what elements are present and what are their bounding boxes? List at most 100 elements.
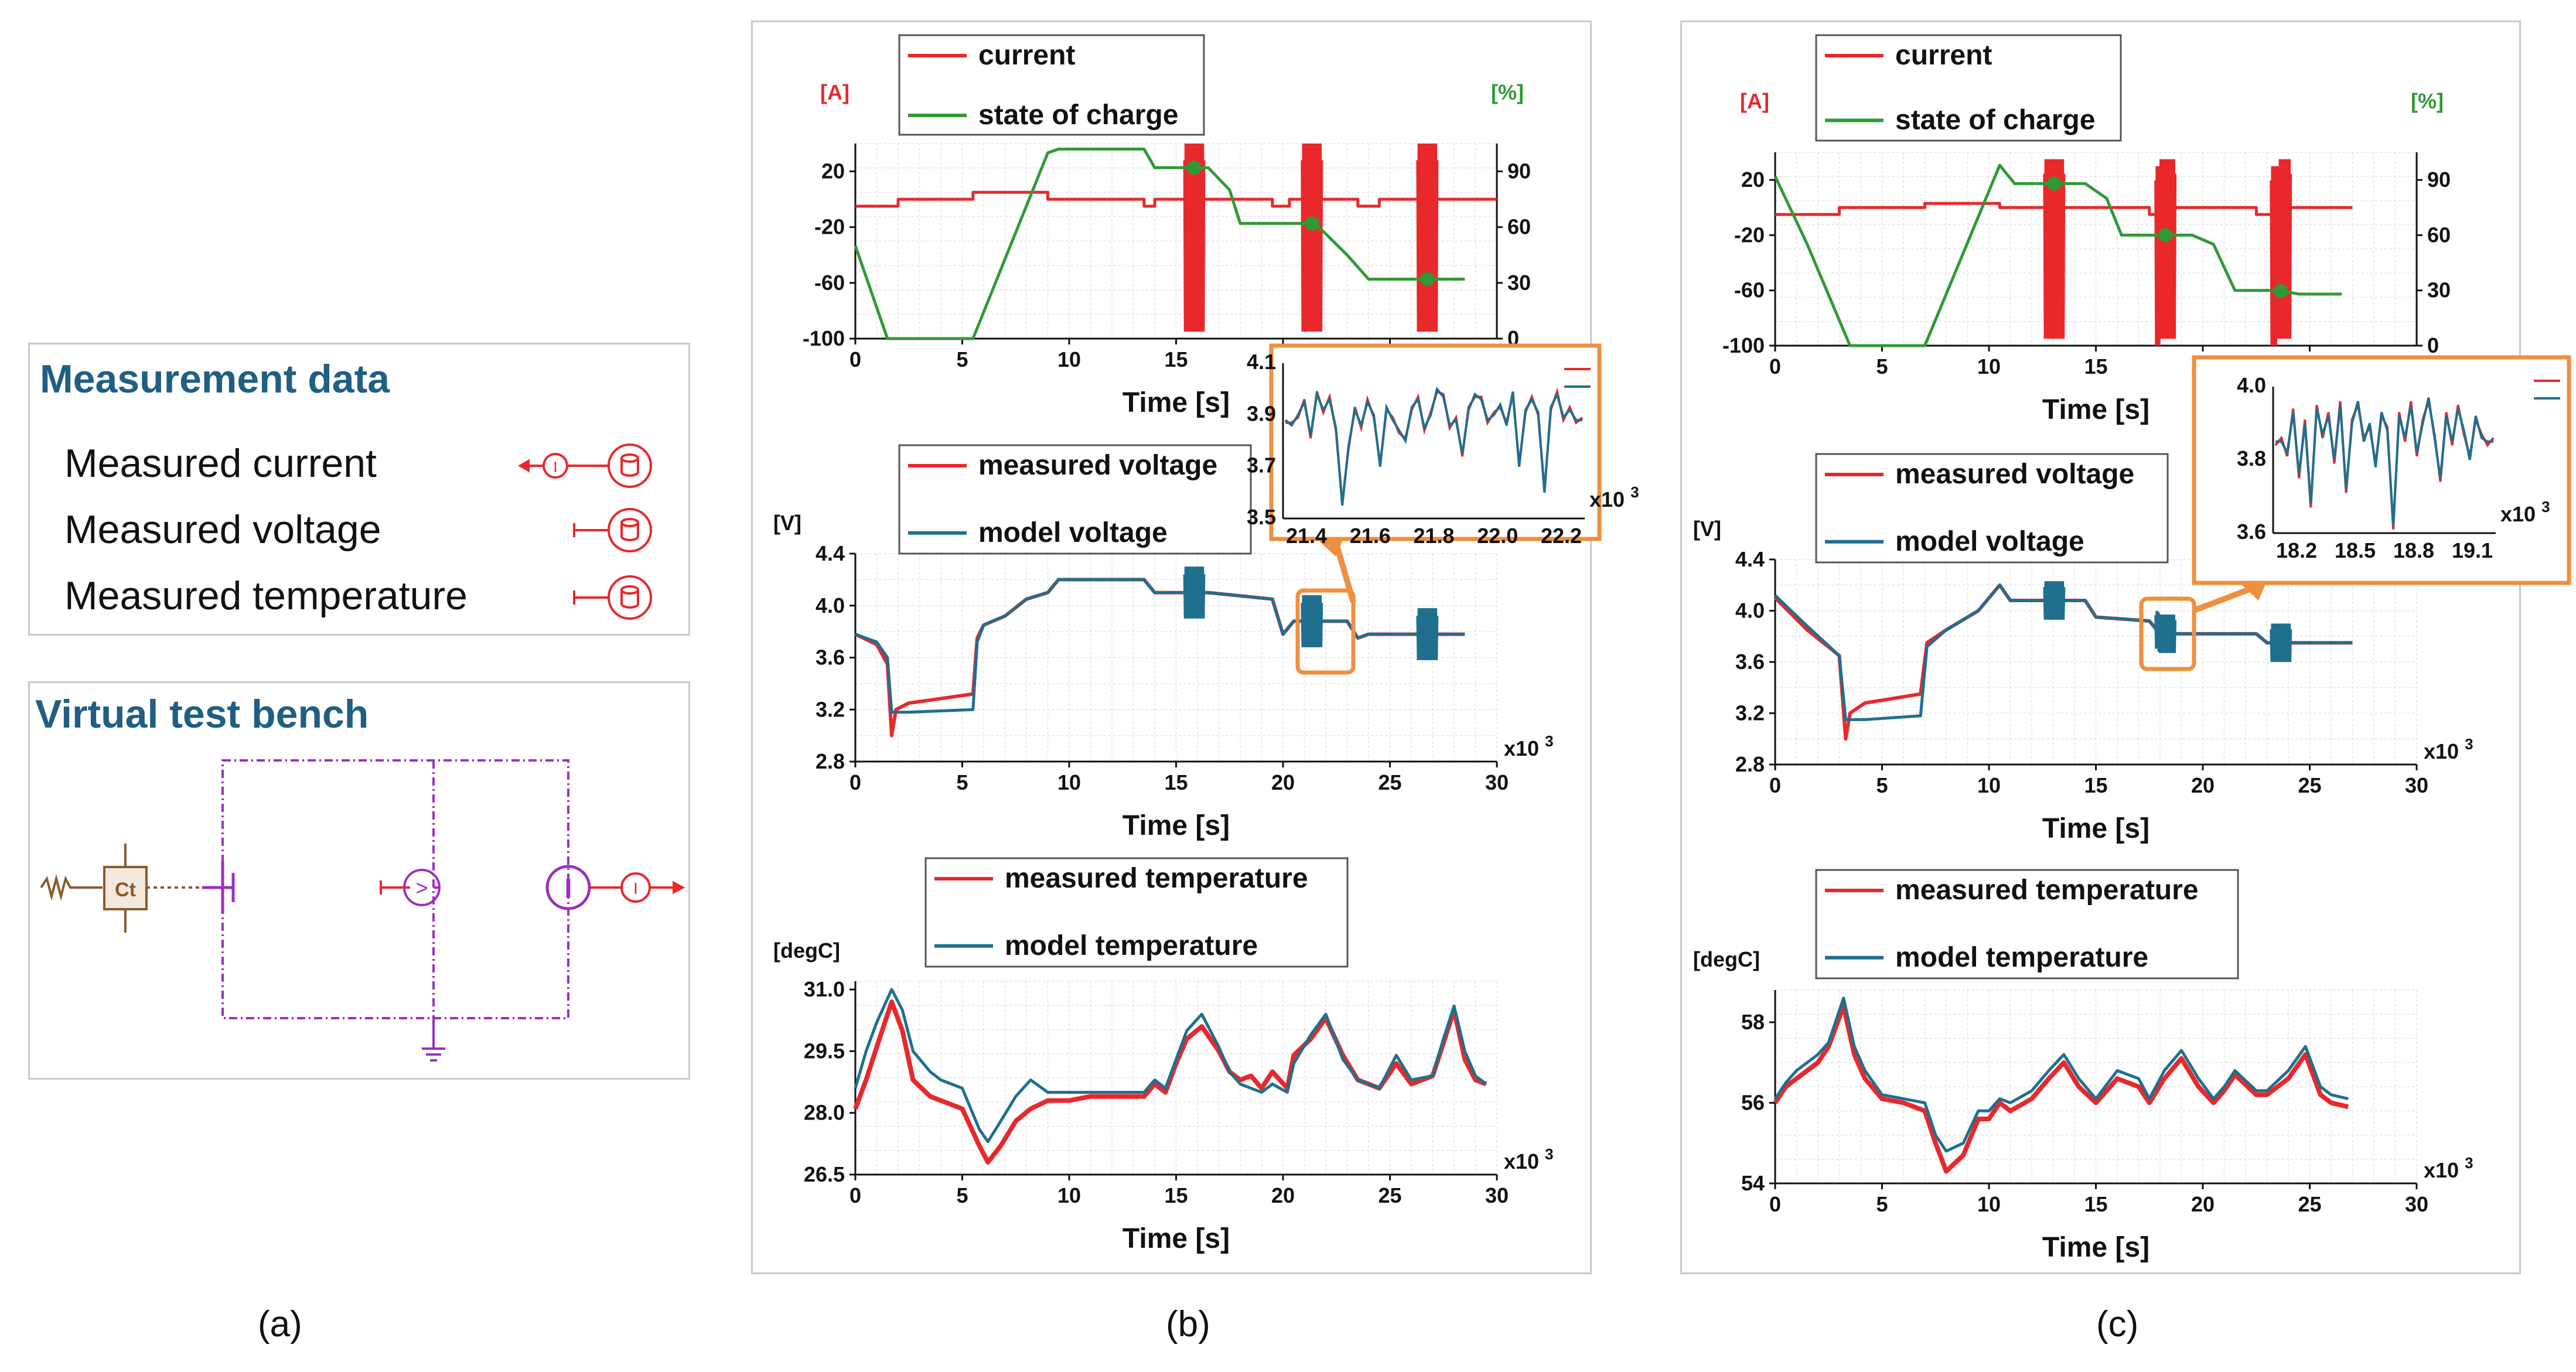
b_soc-legend-label: current (978, 40, 1075, 71)
c_voltage-x-tick-label: 5 (1876, 773, 1888, 797)
b_voltage-inset-x-tick: 21.6 (1350, 524, 1391, 548)
c_soc-current-line (1775, 202, 2353, 216)
c_temp-legend-label: model temperature (1895, 942, 2148, 973)
c_voltage-voltage-burst (2154, 610, 2177, 653)
b_soc-right-tick-label: 60 (1507, 215, 1531, 239)
c_temp-x-axis-title: Time [s] (2042, 1232, 2149, 1263)
c_soc-current-burst (2270, 159, 2292, 346)
b_soc-current-burst (1416, 143, 1439, 332)
virtual-test-bench-title: Virtual test bench (35, 692, 369, 736)
c_temp-legend-box (1815, 869, 2239, 979)
c_voltage-y-tick-label: 2.8 (1735, 752, 1765, 776)
c_soc-y-axis-title: [A] (1740, 89, 1769, 113)
measured-temperature-icon (573, 575, 652, 620)
c_soc-current-burst (2154, 159, 2177, 346)
b_soc-y-tick-label: -100 (803, 326, 845, 350)
b_soc-x-tick-label: 0 (849, 347, 861, 371)
b_voltage-y-tick-label: 4.4 (816, 541, 845, 565)
b_voltage-inset-x-tick: 22.0 (1477, 524, 1518, 548)
measurement-data-title: Measurement data (40, 357, 390, 401)
c_temp-model-line (1773, 996, 2349, 1153)
c_soc-y-tick-label: -20 (1734, 223, 1765, 247)
b_temp-model-line (854, 988, 1487, 1144)
b_soc-y-tick-label: 20 (821, 159, 845, 183)
c_temp-x-tick-label: 15 (2084, 1192, 2107, 1216)
b_temp-x-tick-label: 10 (1057, 1183, 1081, 1207)
b_voltage-inset-y-tick: 3.9 (1247, 401, 1276, 425)
c_voltage-inset-x-scale: x10 3 (2500, 498, 2550, 526)
b_voltage-zoom-arrowhead (1318, 536, 1345, 557)
b_temp-x-tick-label: 5 (956, 1183, 968, 1207)
c_voltage-x-axis-title: Time [s] (2042, 813, 2149, 844)
b_voltage-legend-label: measured voltage (978, 450, 1217, 481)
c_voltage-zoom-arrowhead (2241, 580, 2267, 600)
b_temp-legend-box (924, 857, 1349, 968)
c_temp-y-tick-label: 58 (1741, 1010, 1765, 1034)
b_voltage-inset-x-tick: 21.8 (1413, 524, 1454, 548)
b_temp-legend-label: model temperature (1005, 930, 1258, 961)
c_soc-soc-marker (2274, 284, 2288, 298)
panel-c-frame (1680, 21, 2521, 1274)
b_soc-right-tick-label: 30 (1507, 271, 1531, 295)
b_voltage-x-scale: x10 3 (1504, 732, 1554, 760)
c_soc-x-tick-label: 10 (1977, 354, 2001, 378)
c_voltage-inset-model-line (2275, 397, 2493, 526)
c_temp-x-tick-label: 30 (2405, 1192, 2428, 1216)
c_temp-x-scale: x10 3 (2424, 1154, 2473, 1182)
b_voltage-voltage-burst (1301, 595, 1323, 647)
b_voltage-y-tick-label: 2.8 (816, 749, 845, 773)
c_voltage-x-scale: x10 3 (2424, 735, 2473, 763)
cell-model-label: Ct (115, 879, 136, 901)
c_voltage-x-tick-label: 25 (2298, 773, 2321, 797)
c_soc-right-tick-label: 30 (2427, 278, 2451, 302)
c_soc-right-tick-label: 0 (2427, 333, 2439, 357)
b_soc-x-tick-label: 10 (1057, 347, 1081, 371)
c_temp-x-tick-label: 20 (2191, 1192, 2215, 1216)
c_voltage-inset-y-tick: 4.0 (2237, 373, 2266, 397)
b_voltage-y-axis-title: [V] (773, 511, 801, 535)
b_soc-current-burst (1301, 143, 1323, 332)
c_voltage-y-axis-title: [V] (1693, 517, 1721, 541)
b_voltage-inset-y-tick: 3.7 (1247, 453, 1276, 477)
c_soc-right-tick-label: 60 (2427, 223, 2451, 247)
ground-icon (422, 1018, 445, 1062)
c_soc-y-tick-label: -100 (1722, 333, 1765, 357)
b_temp-x-axis-title: Time [s] (1122, 1223, 1230, 1254)
c_voltage-y-tick-label: 3.2 (1735, 701, 1765, 725)
c_voltage-y-tick-label: 3.6 (1735, 650, 1765, 674)
c_soc-x-tick-label: 15 (2084, 354, 2107, 378)
b_soc-right-axis-title: [%] (1491, 80, 1524, 104)
b_temp-x-tick-label: 25 (1378, 1183, 1401, 1207)
b_voltage-y-tick-label: 4.0 (816, 593, 845, 617)
c_temp-x-tick-label: 0 (1769, 1192, 1781, 1216)
c_voltage-y-tick-label: 4.4 (1735, 547, 1765, 571)
b_voltage-inset-y-tick: 4.1 (1247, 350, 1276, 374)
c_voltage-model-line (1774, 583, 2353, 721)
c_voltage-x-tick-label: 20 (2191, 773, 2215, 797)
c_voltage-y-tick-label: 4.0 (1735, 599, 1765, 623)
c_temp-y-axis-title: [degC] (1693, 947, 1760, 971)
voltmeter-glyph: > (415, 876, 428, 900)
b_voltage-x-tick-label: 10 (1057, 770, 1081, 794)
cell-model-icon (40, 844, 199, 933)
b_voltage-voltage-burst (1183, 566, 1206, 619)
current-input-glyph: I (633, 879, 638, 897)
caption-c: (c) (2096, 1304, 2139, 1344)
b_soc-current-burst (1183, 143, 1206, 332)
b_voltage-y-tick-label: 3.6 (816, 646, 845, 670)
c_soc-soc-line (1773, 163, 2342, 347)
c_voltage-x-tick-label: 30 (2405, 773, 2428, 797)
c_voltage-inset-y-tick: 3.8 (2237, 446, 2266, 470)
c_voltage-legend-label: model voltage (1895, 526, 2084, 557)
b_temp-y-tick-label: 26.5 (804, 1162, 845, 1186)
c_voltage-zoom-box (2139, 596, 2196, 671)
c_voltage-inset-x-tick: 18.2 (2276, 538, 2317, 562)
measured-current-label: Measured current (64, 441, 377, 486)
b_voltage-x-tick-label: 20 (1271, 770, 1295, 794)
caption-a: (a) (258, 1304, 302, 1344)
c_soc-soc-marker (2047, 176, 2062, 191)
c_temp-x-tick-label: 10 (1977, 1192, 2001, 1216)
c_temp-legend-label: measured temperature (1895, 875, 2199, 906)
c_temp-y-tick-label: 56 (1741, 1091, 1765, 1115)
